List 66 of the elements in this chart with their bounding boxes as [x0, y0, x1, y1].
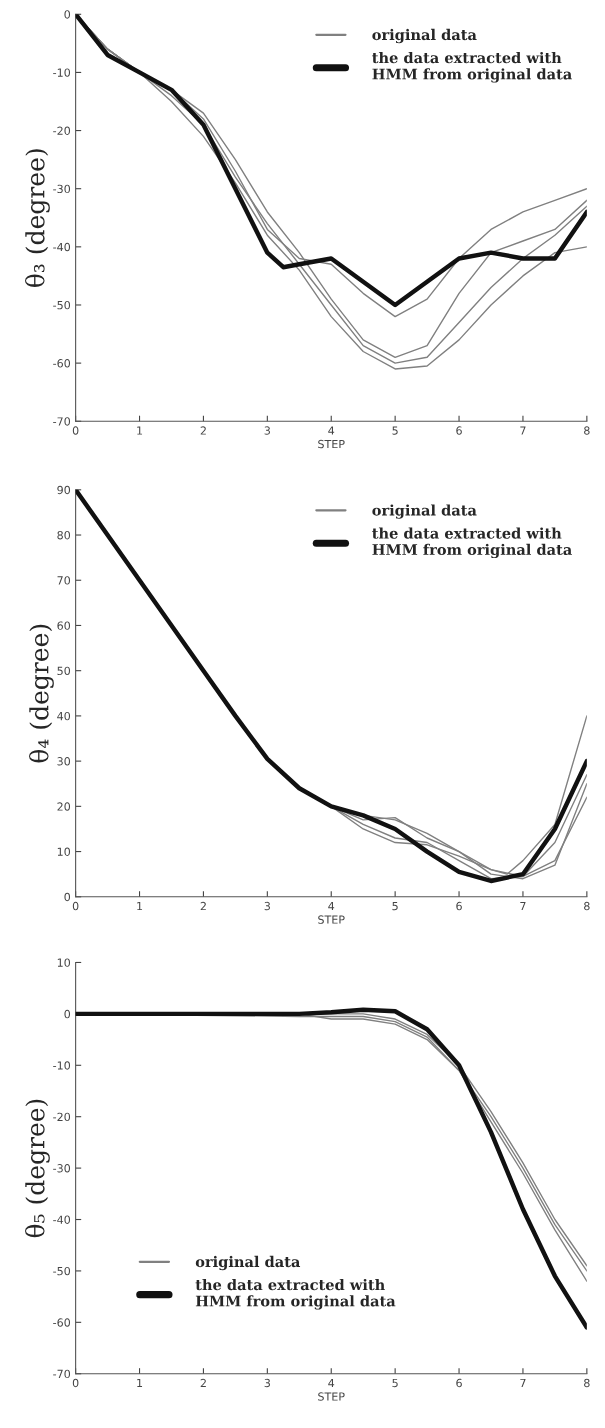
y-tick-label: -70 [53, 417, 71, 426]
x-tick-label: 6 [456, 901, 462, 911]
y-tick-label: 20 [57, 802, 71, 811]
legend-label: original data [195, 1255, 301, 1271]
x-tick-label: 5 [392, 1378, 398, 1388]
x-tick-label: 1 [137, 901, 143, 911]
x-tick-label: 6 [456, 1378, 462, 1388]
x-tick-label: 5 [392, 901, 398, 911]
y-tick-label: -10 [53, 1061, 71, 1070]
y-tick-label: -20 [53, 126, 71, 135]
legend-label: original data [372, 28, 477, 44]
y-tick-label: -30 [53, 1164, 71, 1173]
x-axis-title: STEP [318, 439, 345, 449]
y-axis-title: θ₅ (degree) [25, 1099, 50, 1238]
x-tick-label: 0 [72, 901, 79, 911]
y-tick-label: 30 [57, 757, 71, 766]
legend-label: the data extracted with HMM from original data [372, 51, 572, 83]
legend-label: original data [372, 504, 477, 519]
y-tick-label: -60 [53, 359, 71, 368]
y-tick-label: -40 [53, 242, 71, 252]
legend-label: the data extracted with HMM from original data [195, 1278, 396, 1310]
y-tick-label: -60 [53, 1318, 71, 1327]
y-tick-label: -50 [53, 300, 71, 310]
y-tick-label: 70 [57, 576, 71, 585]
x-tick-label: 4 [328, 901, 335, 911]
x-tick-label: 5 [392, 426, 398, 435]
x-tick-label: 7 [520, 426, 526, 435]
y-tick-label: 0 [64, 1009, 71, 1019]
y-tick-label: 80 [57, 531, 71, 540]
y-tick-label: 90 [57, 485, 71, 495]
y-tick-label: -40 [53, 1215, 71, 1224]
x-tick-label: 7 [520, 901, 526, 911]
y-tick-label: 0 [64, 10, 71, 19]
x-tick-label: 8 [584, 426, 590, 435]
x-axis-title: STEP [318, 1392, 345, 1401]
x-tick-label: 2 [200, 901, 206, 911]
x-tick-label: 2 [200, 426, 206, 435]
x-tick-label: 3 [264, 426, 270, 435]
x-tick-label: 6 [456, 426, 462, 435]
x-tick-label: 2 [200, 1378, 206, 1388]
legend-label: the data extracted with HMM from original data [372, 527, 572, 559]
x-tick-label: 4 [328, 1378, 335, 1388]
y-tick-label: -50 [53, 1266, 71, 1276]
x-tick-label: 1 [137, 1378, 143, 1388]
y-tick-label: -30 [53, 184, 71, 194]
x-tick-label: 4 [328, 426, 335, 435]
x-tick-label: 0 [72, 1378, 79, 1388]
y-axis-title: θ₃ (degree) [25, 149, 50, 287]
y-tick-label: 0 [64, 892, 71, 902]
x-tick-label: 8 [584, 1378, 590, 1388]
x-tick-label: 1 [137, 426, 143, 435]
x-tick-label: 3 [264, 1378, 270, 1388]
y-tick-label: 50 [57, 666, 71, 676]
y-tick-label: -10 [53, 68, 71, 77]
x-tick-label: 3 [264, 901, 270, 911]
y-tick-label: 40 [57, 711, 71, 721]
x-tick-label: 7 [520, 1378, 526, 1388]
x-tick-label: 8 [584, 901, 590, 911]
y-tick-label: 60 [57, 621, 71, 630]
x-axis-title: STEP [318, 915, 345, 924]
y-tick-label: 10 [57, 847, 71, 856]
y-tick-label: -70 [53, 1369, 71, 1379]
y-tick-label: 10 [57, 958, 71, 967]
y-axis-title: θ₄ (degree) [29, 624, 54, 763]
y-tick-label: -20 [53, 1112, 71, 1122]
x-tick-label: 0 [72, 426, 79, 435]
